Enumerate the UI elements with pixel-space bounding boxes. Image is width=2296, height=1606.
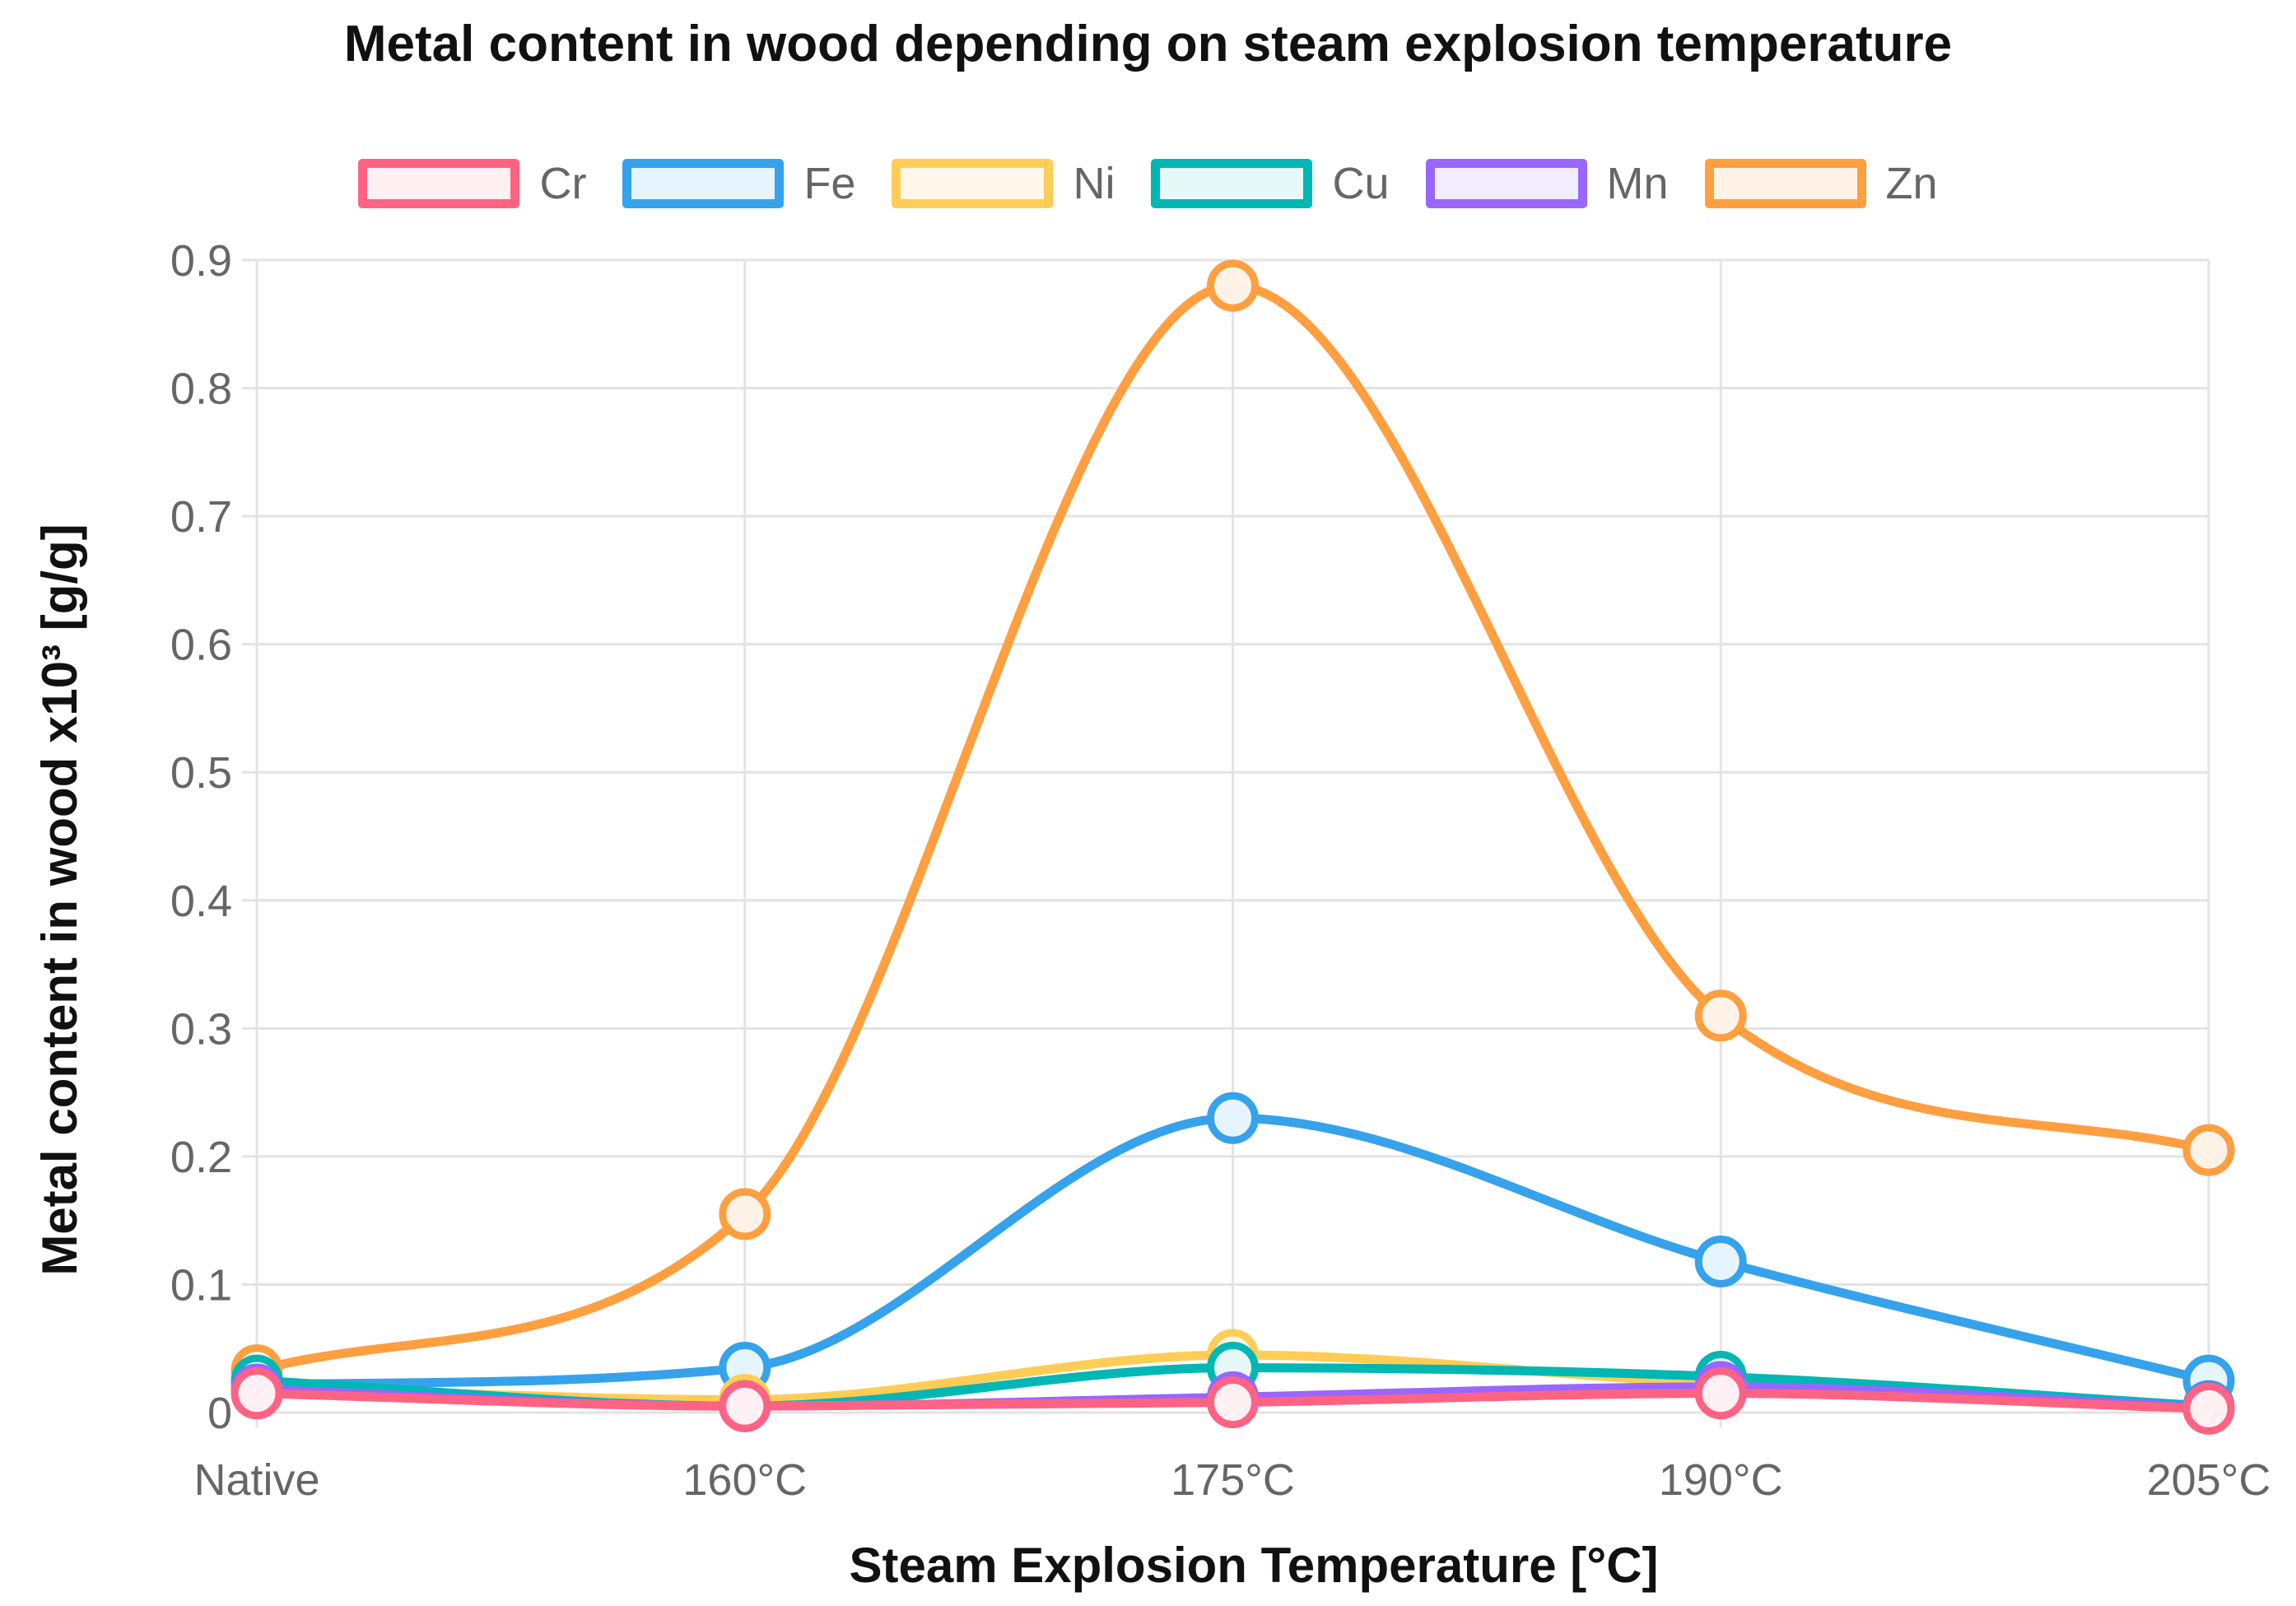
y-tick-label: 0.8 bbox=[170, 365, 232, 414]
y-tick-label: 0.4 bbox=[170, 877, 232, 926]
point-fe[interactable] bbox=[1207, 1092, 1259, 1144]
legend-item-zn[interactable]: Zn bbox=[1704, 158, 1938, 209]
point-zn[interactable] bbox=[1694, 989, 1747, 1042]
y-tick-label: 0.7 bbox=[170, 492, 232, 542]
legend-swatch bbox=[892, 159, 1054, 208]
point-cr[interactable] bbox=[1694, 1367, 1747, 1420]
x-tick-label: 190°C bbox=[1659, 1455, 1783, 1505]
legend-label: Ni bbox=[1073, 159, 1115, 208]
y-tick-label: 0.3 bbox=[170, 1004, 232, 1054]
y-tick-label: 0.9 bbox=[170, 236, 232, 286]
y-axis-ticks: 0 0.1 0.2 0.3 0.4 0.5 0.6 0.7 0.8 0.9 bbox=[170, 236, 232, 1438]
legend-label: Mn bbox=[1606, 159, 1669, 208]
legend-item-cu[interactable]: Cu bbox=[1151, 158, 1390, 209]
legend: Cr Fe Ni Cu Mn Zn bbox=[0, 158, 2296, 209]
x-tick-label: 175°C bbox=[1171, 1455, 1295, 1505]
legend-swatch bbox=[1425, 159, 1587, 208]
point-cr[interactable] bbox=[719, 1380, 771, 1432]
legend-label: Zn bbox=[1885, 159, 1938, 208]
chart-title: Metal content in wood depending on steam… bbox=[343, 16, 1953, 72]
y-tick-label: 0.1 bbox=[170, 1260, 232, 1310]
legend-swatch bbox=[1151, 159, 1313, 208]
legend-item-mn[interactable]: Mn bbox=[1425, 158, 1669, 209]
y-tick-label: 0.2 bbox=[170, 1133, 232, 1182]
point-zn[interactable] bbox=[719, 1188, 771, 1241]
x-axis-title: Steam Explosion Temperature [°C] bbox=[849, 1538, 1658, 1593]
x-tick-label: 160°C bbox=[682, 1455, 807, 1505]
x-tick-label: 205°C bbox=[2147, 1455, 2271, 1505]
point-zn[interactable] bbox=[1207, 259, 1259, 312]
y-tick-label: 0.5 bbox=[170, 748, 232, 798]
series-points bbox=[231, 259, 2235, 1435]
legend-swatch bbox=[622, 159, 785, 208]
x-axis-ticks: Native 160°C 175°C 190°C 205°C bbox=[193, 1455, 2270, 1505]
point-cr[interactable] bbox=[2182, 1382, 2235, 1435]
legend-label: Fe bbox=[803, 159, 856, 208]
legend-item-fe[interactable]: Fe bbox=[622, 158, 855, 209]
x-tick-label: Native bbox=[193, 1455, 319, 1505]
legend-swatch bbox=[1704, 159, 1866, 208]
point-cr[interactable] bbox=[1207, 1376, 1259, 1429]
legend-label: Cu bbox=[1332, 159, 1390, 208]
legend-item-cr[interactable]: Cr bbox=[358, 158, 586, 209]
legend-swatch bbox=[358, 159, 520, 208]
point-cr[interactable] bbox=[231, 1367, 283, 1420]
legend-item-ni[interactable]: Ni bbox=[892, 158, 1115, 209]
y-tick-label: 0.6 bbox=[170, 621, 232, 670]
y-axis-title: Metal content in wood x10³ [g/g] bbox=[32, 524, 87, 1275]
y-tick-label: 0 bbox=[207, 1389, 232, 1438]
legend-label: Cr bbox=[539, 159, 587, 208]
point-fe[interactable] bbox=[1694, 1235, 1747, 1287]
point-zn[interactable] bbox=[2182, 1124, 2235, 1176]
grid-lines bbox=[242, 258, 2210, 1427]
